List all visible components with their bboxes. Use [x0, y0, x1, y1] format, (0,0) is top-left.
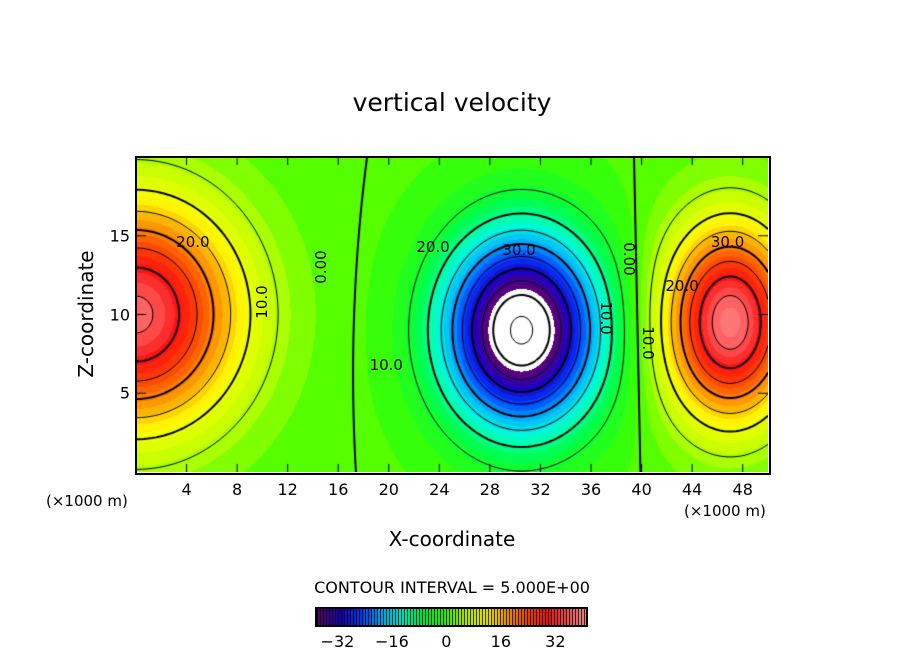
contour-label: 30.0 [710, 233, 745, 252]
x-tick-label: 24 [429, 480, 450, 499]
chart-title: vertical velocity [352, 88, 552, 117]
contour-label: 10.0 [597, 300, 616, 335]
contour-label: 20.0 [665, 277, 699, 296]
y-tick-label: 15 [109, 226, 130, 246]
x-tick-label: 28 [479, 480, 501, 499]
x-tick-label: 48 [732, 480, 753, 499]
contour-label: 10.0 [369, 355, 403, 374]
x-tick-label: 16 [328, 480, 349, 499]
x-tick-label: 12 [277, 480, 298, 499]
x-tick-label: 4 [181, 480, 192, 499]
x-unit-label: (×1000 m) [684, 502, 766, 520]
contour-label: 10.0 [638, 326, 657, 360]
colorbar-tick-label: −32 [320, 632, 355, 651]
contour-label: 10.0 [253, 285, 272, 319]
colorbar-tick-label: 0 [441, 632, 452, 651]
colorbar [315, 607, 588, 627]
x-tick-label: 36 [580, 480, 602, 499]
x-tick-label: 40 [631, 480, 652, 499]
contour-label: 30.0 [502, 240, 536, 259]
contour-label: 20.0 [416, 237, 450, 256]
y-axis-label: Z-coordinate [74, 250, 98, 378]
colorbar-tick-label: 32 [545, 632, 566, 651]
x-tick-label: 32 [530, 480, 551, 499]
y-unit-label: (×1000 m) [46, 492, 128, 510]
colorbar-tick-label: 16 [490, 632, 512, 651]
colorbar-tick-label: −16 [375, 632, 409, 651]
x-tick-label: 44 [681, 480, 703, 499]
contour-label: 0.00 [311, 250, 330, 284]
contour-plot-area [136, 157, 768, 472]
x-tick-label: 8 [232, 480, 243, 499]
x-axis-label: X-coordinate [388, 527, 516, 551]
x-tick-label: 20 [378, 480, 399, 499]
y-tick-label: 10 [109, 305, 130, 324]
contour-interval-text: CONTOUR INTERVAL = 5.000E+00 [314, 578, 590, 597]
contour-label: 0.00 [619, 242, 638, 277]
contour-label: 20.0 [176, 233, 210, 252]
y-tick-label: 5 [119, 383, 130, 403]
